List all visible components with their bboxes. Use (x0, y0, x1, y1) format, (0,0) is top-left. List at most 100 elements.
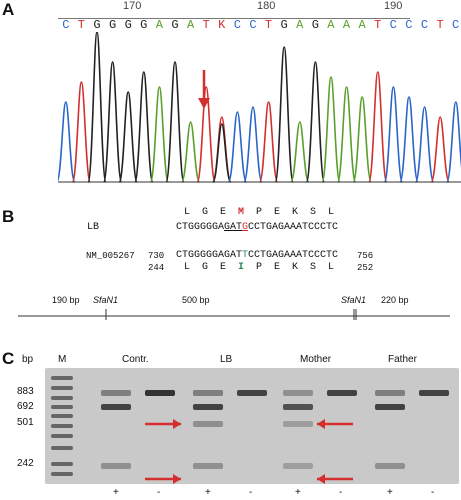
base-call: A (327, 18, 335, 32)
lane-sign: + (113, 487, 119, 498)
lane-sign: - (249, 487, 253, 498)
trace-peak (352, 96, 372, 183)
gel-band (193, 463, 223, 469)
mutation-arrow (198, 70, 210, 109)
trace-peak (414, 106, 435, 183)
gel-band (101, 404, 131, 410)
trace-peak (290, 121, 310, 183)
base-call: A (155, 18, 163, 32)
marker-band (51, 434, 73, 438)
amino-acid: L (184, 207, 191, 218)
amino-acid: P (256, 262, 263, 273)
ref-seq-post: CCTGAGAAATCCCTC (248, 250, 339, 261)
amino-acid: L (328, 207, 335, 218)
amino-acid: E (220, 262, 227, 273)
base-call: C (389, 18, 397, 32)
amino-acid: I (238, 262, 245, 273)
reference-label: NM_005267 (86, 251, 135, 261)
gel-band (419, 390, 449, 396)
base-call: C (405, 18, 413, 32)
marker-band (51, 472, 73, 476)
group-label-mother: Mother (300, 354, 332, 365)
amino-acid: K (292, 262, 299, 273)
group-label-lb: LB (220, 354, 233, 365)
gel-band (283, 390, 313, 396)
lb-seq-pre: CTGGGGGA (176, 222, 225, 233)
size-label-242: 242 (17, 458, 34, 469)
amino-acid: G (202, 207, 209, 218)
gel-background (45, 368, 459, 484)
trace-peak (165, 61, 185, 183)
amino-acid: K (292, 207, 299, 218)
base-call: T (77, 18, 85, 32)
trace-peak (368, 71, 388, 183)
trace-peak (336, 86, 357, 183)
ref-seq-mutation: T (242, 250, 249, 261)
marker-band (51, 396, 73, 400)
lb-seq-codon: GAT (224, 222, 243, 233)
restriction-map-line (18, 309, 450, 320)
base-call: G (171, 18, 179, 32)
gel-band (283, 421, 313, 427)
base-call: C (420, 18, 429, 32)
base-call: T (436, 18, 444, 32)
sequencing-chromatogram (58, 32, 461, 183)
reference-sequence: CTGGGGGAGATTCCTGAGAAATCCCTC (176, 250, 338, 261)
amino-acid: E (220, 207, 227, 218)
trace-peak (243, 106, 263, 183)
marker-header: M (58, 354, 67, 365)
marker-band (51, 462, 73, 466)
base-call: T (264, 18, 273, 32)
base-call: G (108, 18, 117, 32)
trace-peak (305, 61, 326, 183)
lane-sign-row: + - + - + - + - (0, 487, 461, 500)
marker-band (51, 414, 73, 418)
base-call: C (249, 18, 257, 32)
trace-peak (212, 123, 232, 183)
amino-acid: P (256, 207, 263, 218)
group-label-father: Father (388, 354, 417, 365)
amino-acid: E (274, 207, 281, 218)
gel-band (101, 390, 131, 396)
gel-band (327, 390, 357, 396)
trace-peak (87, 32, 107, 183)
base-call: G (311, 18, 319, 32)
marker-band (51, 446, 73, 450)
gel-band (145, 390, 175, 396)
lane-sign: - (431, 487, 435, 498)
amino-acid: S (310, 207, 317, 218)
trace-peak (399, 96, 419, 183)
amino-acid: L (328, 262, 335, 273)
ruler-label-180: 180 (257, 0, 276, 12)
size-label-501: 501 (17, 417, 34, 428)
map-site-2: SfaN1 (341, 295, 367, 305)
base-call: C (452, 18, 460, 32)
gel-band (375, 390, 405, 396)
trace-peak (196, 86, 216, 183)
trace-peak (149, 86, 170, 183)
map-right-size: 220 bp (381, 295, 409, 305)
lane-sign: - (339, 487, 343, 498)
trace-peak (58, 101, 76, 183)
amino-acid: L (184, 262, 191, 273)
base-call: C (62, 18, 70, 32)
base-call: G (124, 18, 132, 32)
map-middle-size: 500 bp (182, 295, 210, 305)
marker-band (51, 405, 73, 409)
trace-peak (430, 116, 450, 183)
map-left-size: 190 bp (52, 295, 80, 305)
base-call: C (233, 18, 241, 32)
aa-start: 244 (148, 263, 165, 273)
gel-band (193, 421, 223, 427)
reference-start: 730 (148, 251, 165, 261)
amino-acid: E (274, 262, 281, 273)
reference-end: 756 (357, 251, 374, 261)
panel-a-label: A (2, 0, 15, 19)
marker-band (51, 386, 73, 390)
base-call: A (296, 18, 304, 32)
base-call: T (374, 18, 382, 32)
lb-seq-post: CCTGAGAAATCCCTC (248, 222, 339, 233)
trace-peak (227, 111, 248, 183)
amino-acid: S (310, 262, 317, 273)
trace-peak (258, 101, 279, 183)
